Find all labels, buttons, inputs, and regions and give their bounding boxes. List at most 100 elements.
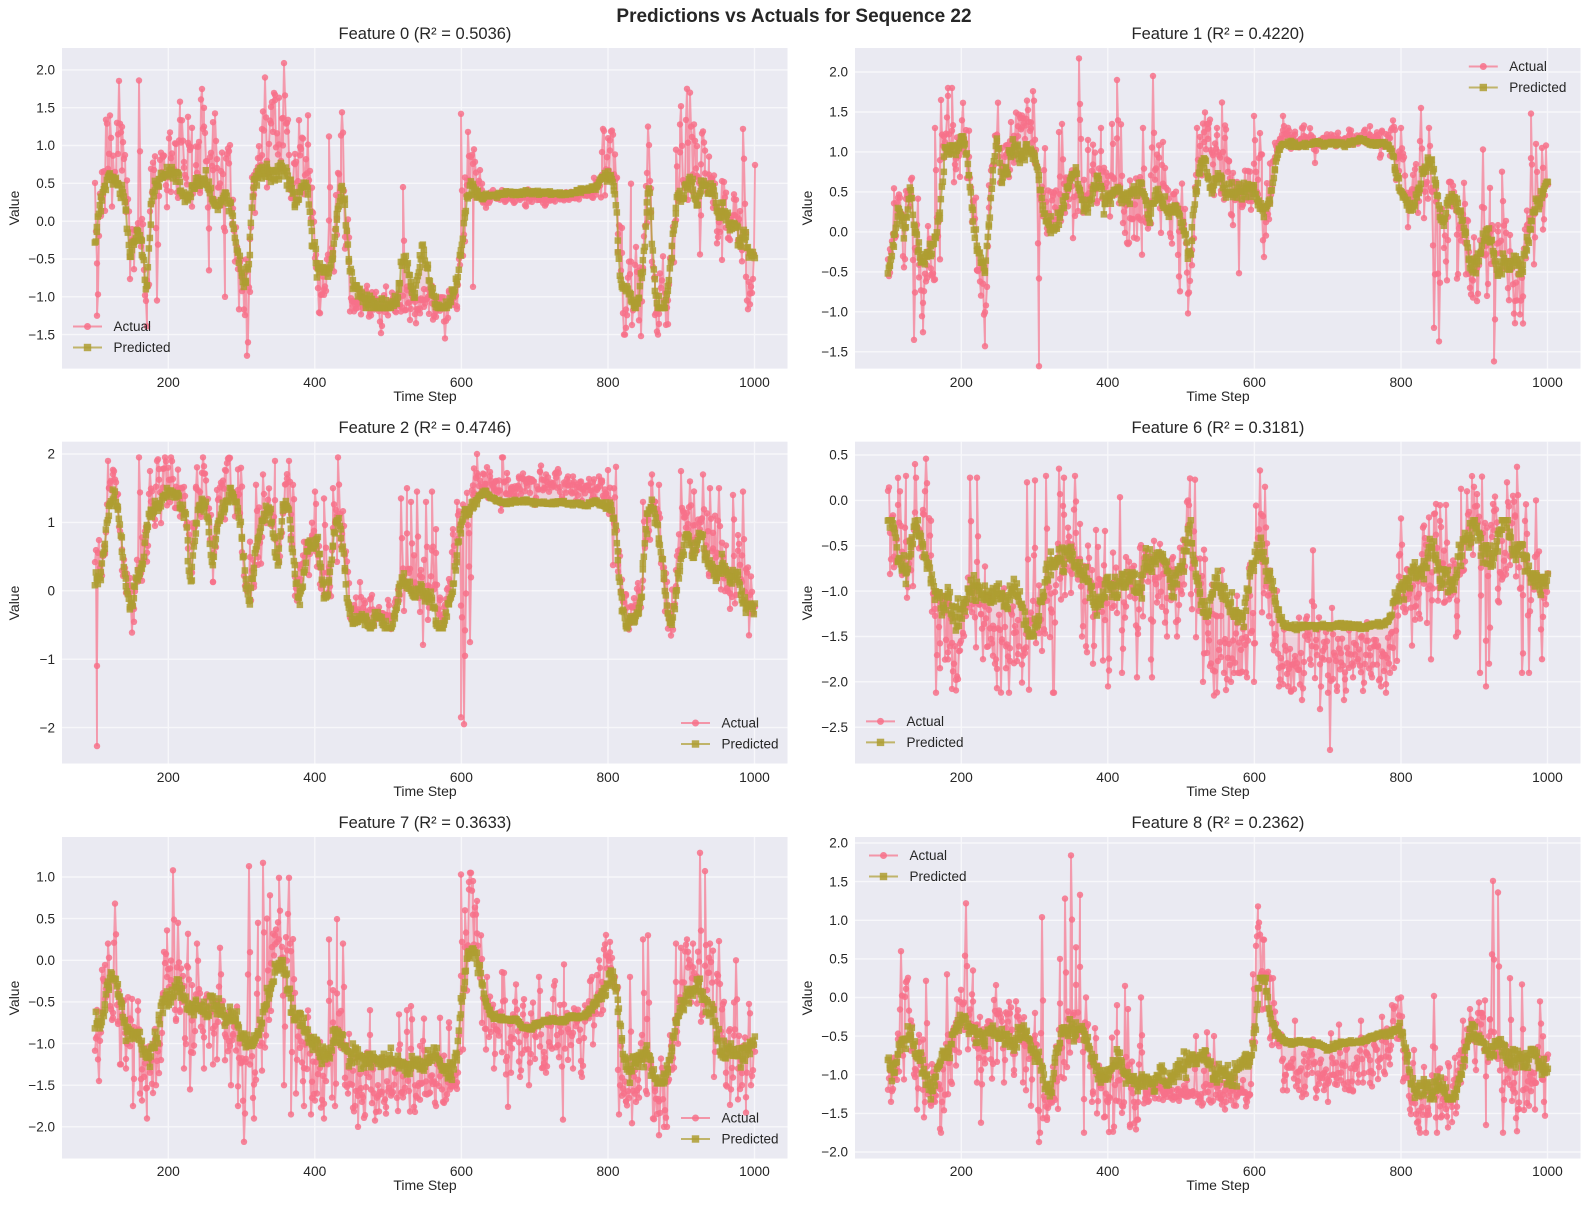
svg-text:Value: Value [799,585,815,620]
svg-text:Feature 2 (R² = 0.4746): Feature 2 (R² = 0.4746) [339,419,512,437]
svg-text:−1.0: −1.0 [28,1036,55,1051]
svg-text:1000: 1000 [739,770,770,785]
svg-text:1.0: 1.0 [36,138,55,153]
svg-text:200: 200 [157,375,180,390]
svg-text:Predicted: Predicted [907,735,964,750]
svg-text:0.5: 0.5 [36,911,55,926]
svg-text:0.0: 0.0 [36,214,55,229]
svg-text:−1.0: −1.0 [821,305,848,320]
svg-text:Actual: Actual [722,716,760,731]
svg-text:800: 800 [1389,770,1412,785]
svg-text:0.5: 0.5 [829,185,848,200]
svg-text:400: 400 [1096,1164,1119,1179]
svg-text:−2.0: −2.0 [821,675,848,690]
svg-text:−0.5: −0.5 [821,265,848,280]
svg-text:400: 400 [303,1164,326,1179]
svg-text:2.0: 2.0 [829,836,848,851]
svg-text:1.5: 1.5 [36,100,55,115]
svg-text:0.0: 0.0 [829,225,848,240]
svg-text:600: 600 [1243,1164,1266,1179]
svg-text:0: 0 [47,584,55,599]
svg-text:−0.5: −0.5 [821,539,848,554]
svg-text:1000: 1000 [1532,770,1563,785]
svg-text:−1.0: −1.0 [28,290,55,305]
svg-text:Actual: Actual [910,848,948,863]
svg-text:2.0: 2.0 [36,63,55,78]
svg-text:Feature 1 (R² = 0.4220): Feature 1 (R² = 0.4220) [1132,25,1305,43]
svg-text:−0.5: −0.5 [28,252,55,267]
svg-text:200: 200 [157,1164,180,1179]
svg-text:Value: Value [6,980,22,1015]
svg-text:200: 200 [950,1164,973,1179]
svg-text:0.5: 0.5 [829,448,848,463]
svg-text:0.5: 0.5 [36,176,55,191]
svg-text:1.5: 1.5 [829,874,848,889]
svg-text:400: 400 [1096,375,1119,390]
svg-text:800: 800 [596,770,619,785]
svg-text:Actual: Actual [114,319,152,334]
svg-text:2.0: 2.0 [829,65,848,80]
svg-text:Predicted: Predicted [722,1132,779,1147]
svg-text:−1.5: −1.5 [28,327,55,342]
svg-text:Time Step: Time Step [393,783,456,799]
svg-text:Predicted: Predicted [1509,80,1566,95]
svg-text:−1: −1 [40,652,55,667]
svg-text:−0.5: −0.5 [821,1029,848,1044]
svg-text:Actual: Actual [722,1111,760,1126]
svg-text:Value: Value [799,190,815,225]
svg-text:600: 600 [450,1164,473,1179]
svg-text:Actual: Actual [907,714,945,729]
svg-text:1.0: 1.0 [829,145,848,160]
svg-text:1000: 1000 [1532,1164,1563,1179]
svg-text:Value: Value [799,980,815,1015]
svg-text:Feature 7 (R² = 0.3633): Feature 7 (R² = 0.3633) [339,814,512,832]
svg-text:−2.5: −2.5 [821,720,848,735]
svg-text:0.0: 0.0 [829,493,848,508]
svg-text:−2.0: −2.0 [28,1120,55,1135]
svg-text:Feature 8 (R² = 0.2362): Feature 8 (R² = 0.2362) [1132,814,1305,832]
svg-text:1000: 1000 [739,1164,770,1179]
svg-text:Predicted: Predicted [722,737,779,752]
svg-text:Time Step: Time Step [1186,388,1249,404]
svg-text:Value: Value [6,585,22,620]
svg-text:1.5: 1.5 [829,105,848,120]
svg-text:1.0: 1.0 [829,913,848,928]
svg-text:Predicted: Predicted [114,340,171,355]
svg-text:0.0: 0.0 [36,953,55,968]
svg-text:800: 800 [1389,1164,1412,1179]
svg-text:1000: 1000 [739,375,770,390]
svg-text:−1.0: −1.0 [821,1068,848,1083]
svg-text:−1.5: −1.5 [821,629,848,644]
svg-text:Time Step: Time Step [393,1177,456,1193]
svg-text:0.0: 0.0 [829,990,848,1005]
svg-text:400: 400 [303,375,326,390]
svg-text:Feature 0 (R² = 0.5036): Feature 0 (R² = 0.5036) [339,25,512,43]
svg-text:800: 800 [596,375,619,390]
svg-text:−1.5: −1.5 [821,345,848,360]
svg-text:200: 200 [950,770,973,785]
svg-text:−2: −2 [40,720,55,735]
svg-text:200: 200 [157,770,180,785]
svg-text:Predictions vs Actuals for Seq: Predictions vs Actuals for Sequence 22 [616,6,971,27]
svg-text:600: 600 [450,770,473,785]
svg-text:−1.5: −1.5 [821,1106,848,1121]
svg-text:200: 200 [950,375,973,390]
svg-text:2: 2 [47,447,55,462]
svg-text:−1.0: −1.0 [821,584,848,599]
svg-text:1000: 1000 [1532,375,1563,390]
svg-text:600: 600 [1243,770,1266,785]
svg-text:Feature 6 (R² = 0.3181): Feature 6 (R² = 0.3181) [1132,419,1305,437]
svg-text:400: 400 [303,770,326,785]
svg-text:800: 800 [1389,375,1412,390]
svg-text:600: 600 [450,375,473,390]
svg-text:800: 800 [596,1164,619,1179]
svg-text:0.5: 0.5 [829,952,848,967]
svg-text:1.0: 1.0 [36,870,55,885]
svg-text:Value: Value [6,190,22,225]
svg-text:400: 400 [1096,770,1119,785]
svg-text:Time Step: Time Step [1186,1177,1249,1193]
svg-text:Time Step: Time Step [1186,783,1249,799]
svg-text:Time Step: Time Step [393,388,456,404]
svg-text:600: 600 [1243,375,1266,390]
svg-text:1: 1 [47,515,55,530]
